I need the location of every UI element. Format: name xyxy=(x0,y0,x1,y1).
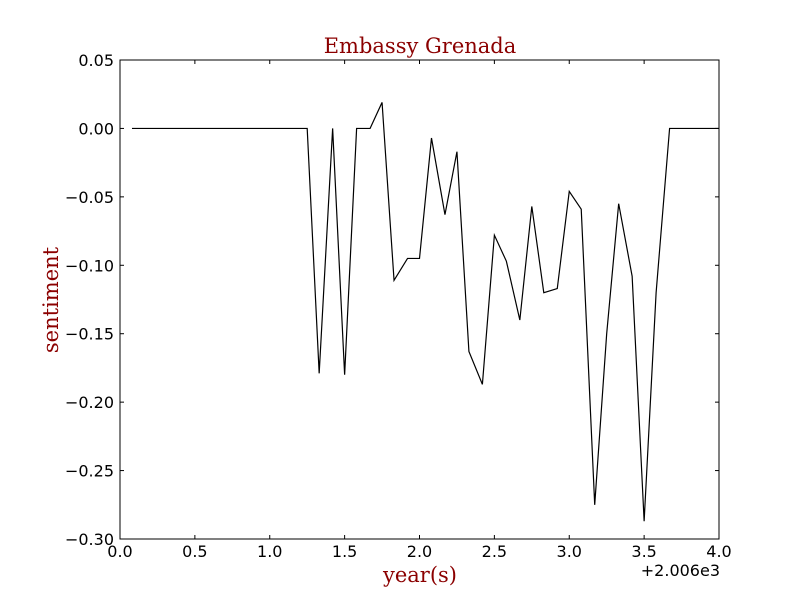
x-tick-label: 3.5 xyxy=(631,542,656,561)
x-tick-label: 0.0 xyxy=(107,542,132,561)
y-tick-label: −0.15 xyxy=(65,325,114,344)
series-line xyxy=(131,102,719,522)
x-tick-label: 3.0 xyxy=(557,542,582,561)
x-tick-label: 2.5 xyxy=(482,542,507,561)
y-axis-label: sentiment xyxy=(39,246,63,353)
y-tick-label: −0.05 xyxy=(65,188,114,207)
y-tick-label: −0.30 xyxy=(65,530,114,549)
y-tick-label: −0.20 xyxy=(65,393,114,412)
y-tick-label: −0.25 xyxy=(65,462,114,481)
x-axis-label: year(s) xyxy=(382,563,457,587)
axis-ticks: 0.0 0.5 1.0 1.5 2.0 2.5 3.0 3.5 4.0 0.05 0.00 −0.05… xyxy=(65,51,732,561)
plot-frame xyxy=(119,59,720,540)
x-offset-label: +2.006e3 xyxy=(641,561,720,580)
x-tick-label: 2.0 xyxy=(407,542,432,561)
x-tick-label: 0.5 xyxy=(182,542,207,561)
x-tick-label: 1.0 xyxy=(257,542,282,561)
plot-area xyxy=(131,102,719,522)
y-tick-label: 0.00 xyxy=(78,119,114,138)
y-tick-label: −0.10 xyxy=(65,256,114,275)
x-tick-label: 4.0 xyxy=(706,542,731,561)
chart-title: Embassy Grenada xyxy=(324,34,517,58)
y-tick-label: 0.05 xyxy=(78,51,114,70)
x-tick-label: 1.5 xyxy=(332,542,357,561)
